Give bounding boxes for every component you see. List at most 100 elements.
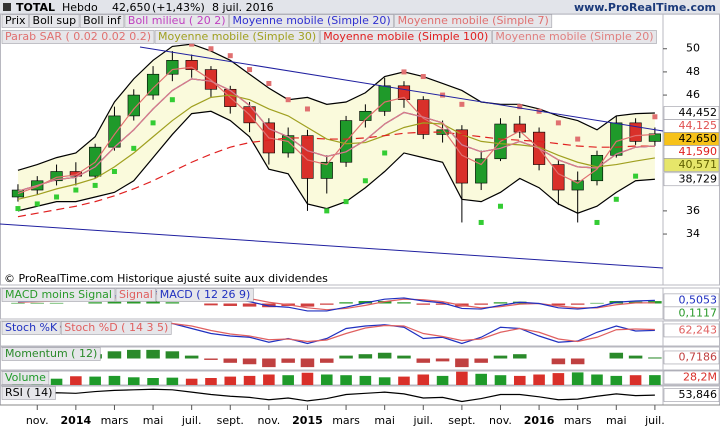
volume-bar	[185, 378, 198, 385]
series-line	[17, 94, 655, 200]
header-bar	[0, 0, 720, 15]
value-flag-label: 40,571	[679, 158, 718, 171]
histogram-bar	[590, 302, 604, 304]
sar-dot	[401, 69, 407, 75]
value-flag-label: 38,729	[679, 172, 718, 185]
histogram-bar	[513, 354, 527, 359]
sar-dot	[54, 194, 60, 200]
x-tick-label: mars	[101, 414, 129, 427]
legend-box	[394, 14, 553, 28]
change: (+1,43%)	[152, 1, 205, 14]
histogram-bar	[300, 303, 315, 307]
value-flag	[663, 370, 720, 385]
y-tick-label: 46	[686, 88, 700, 101]
histogram-bar	[358, 301, 373, 304]
x-tick-label: mai	[374, 414, 395, 427]
candle-body	[610, 122, 623, 156]
histogram-bar	[474, 303, 488, 305]
histogram-bar	[223, 358, 238, 363]
sar-dot	[304, 106, 310, 112]
sar-dot	[34, 201, 40, 207]
x-tick-label: juil.	[412, 414, 433, 427]
value-flag	[663, 306, 720, 321]
histogram-bar	[262, 303, 276, 308]
sar-dot	[497, 203, 503, 209]
candle-body	[127, 94, 140, 117]
candle-body	[185, 60, 198, 70]
candle-body	[320, 161, 333, 179]
sar-dot	[440, 92, 446, 98]
legend-label: Stoch %D ( 14 3 5)	[64, 321, 168, 334]
value-flag-label: 53,846	[679, 388, 718, 401]
sar-dot	[266, 80, 272, 86]
legend-label: Moyenne mobile (Simple 20)	[232, 14, 390, 27]
legend-label: Moyenne mobile (Simple 30)	[158, 30, 316, 43]
legend-box	[29, 14, 80, 28]
pane	[11, 349, 662, 368]
band-fill	[17, 44, 655, 214]
x-tick-label: 2014	[61, 414, 92, 427]
value-flag-label: 44,452	[679, 106, 718, 119]
volume-bar	[610, 375, 623, 385]
candle-body	[648, 133, 661, 142]
x-tick-label: mai	[143, 414, 164, 427]
legend-box	[156, 288, 254, 302]
legend-box	[154, 30, 320, 44]
histogram-bar	[377, 352, 392, 359]
volume-bar	[359, 375, 372, 385]
sar-dot	[73, 187, 79, 193]
sar-dot	[555, 120, 561, 126]
legend-box	[60, 321, 172, 335]
histogram-bar	[49, 302, 64, 304]
legend-label: Boll inf	[83, 14, 122, 27]
legend-box	[124, 14, 229, 28]
legend-label: Moyenne mobile (Simple 100)	[323, 30, 488, 43]
histogram-bar	[107, 351, 122, 359]
histogram-bar	[184, 355, 199, 359]
histogram-bar	[300, 358, 315, 368]
histogram-bar	[242, 303, 257, 307]
trend-line	[139, 46, 664, 132]
histogram-bar	[165, 351, 180, 359]
histogram-bar	[435, 358, 450, 362]
histogram-bar	[320, 303, 334, 305]
histogram-bar	[339, 302, 353, 304]
x-tick-label: 2015	[292, 414, 323, 427]
trend-line	[0, 223, 664, 269]
histogram-bar	[320, 358, 334, 363]
series-line	[17, 131, 655, 218]
legend-label: Momentum ( 12)	[5, 347, 97, 360]
volume-bar	[494, 375, 507, 385]
date: 8 juil. 2016	[212, 1, 274, 14]
volume-bar	[513, 375, 526, 385]
volume-bar	[301, 372, 314, 385]
volume-bar	[378, 377, 391, 385]
volume-bar	[456, 371, 468, 385]
histogram-bar	[551, 303, 566, 306]
candle-body	[166, 60, 179, 75]
histogram-bar	[242, 358, 257, 365]
volume-bar	[571, 372, 584, 385]
volume-bar	[263, 374, 275, 385]
volume-bar	[50, 378, 63, 385]
pane	[12, 371, 661, 385]
value-flag-label: 0,7186	[679, 350, 718, 363]
sar-dot	[92, 182, 98, 188]
volume-bar	[108, 375, 121, 385]
value-flag-label: 42,650	[679, 132, 718, 145]
candle-body	[108, 115, 121, 148]
legend-box	[319, 30, 492, 44]
legend-box	[1, 321, 61, 335]
histogram-bar	[493, 302, 508, 304]
series-line	[17, 66, 655, 195]
legend-label: MACD ( 12 26 9)	[160, 288, 251, 301]
sar-dot	[324, 208, 330, 214]
histogram-bar	[204, 303, 218, 306]
sar-dot	[169, 97, 175, 103]
legend-label: Boll sup	[33, 14, 77, 27]
legend-box	[115, 288, 157, 302]
x-tick-label: nov.	[26, 414, 49, 427]
legend-label: RSI ( 14)	[5, 386, 52, 399]
candle-body	[397, 85, 411, 101]
